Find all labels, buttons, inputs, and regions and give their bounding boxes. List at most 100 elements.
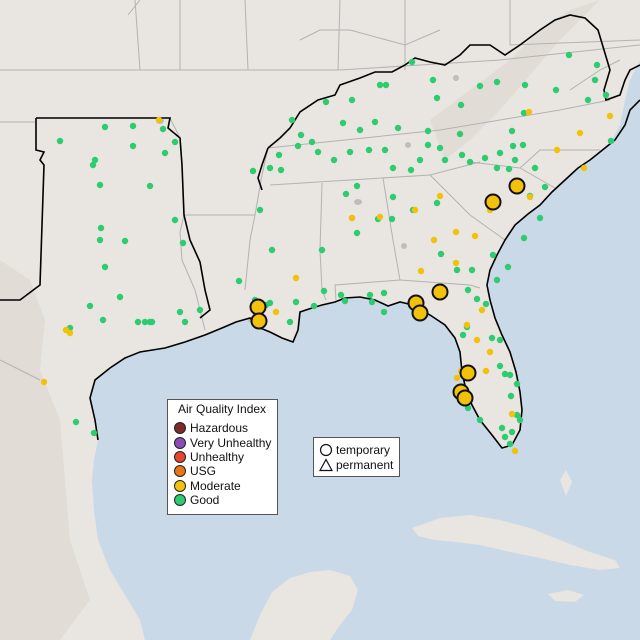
good-site-marker[interactable] — [277, 166, 285, 174]
good-site-marker[interactable] — [424, 127, 432, 135]
good-site-marker[interactable] — [121, 237, 129, 245]
good-site-marker[interactable] — [501, 433, 509, 441]
good-site-marker[interactable] — [286, 318, 294, 326]
moderate-site-marker[interactable] — [155, 116, 163, 124]
good-site-marker[interactable] — [496, 336, 504, 344]
moderate-temporary-marker[interactable] — [484, 193, 502, 211]
good-site-marker[interactable] — [116, 293, 124, 301]
moderate-site-marker[interactable] — [526, 193, 534, 201]
good-site-marker[interactable] — [476, 82, 484, 90]
good-site-marker[interactable] — [275, 151, 283, 159]
moderate-site-marker[interactable] — [478, 306, 486, 314]
good-site-marker[interactable] — [437, 250, 445, 258]
good-site-marker[interactable] — [602, 91, 610, 99]
good-site-marker[interactable] — [292, 298, 300, 306]
moderate-site-marker[interactable] — [376, 213, 384, 221]
good-site-marker[interactable] — [408, 58, 416, 66]
good-site-marker[interactable] — [506, 440, 514, 448]
good-site-marker[interactable] — [90, 429, 98, 437]
good-site-marker[interactable] — [322, 98, 330, 106]
moderate-site-marker[interactable] — [348, 214, 356, 222]
good-site-marker[interactable] — [310, 302, 318, 310]
good-site-marker[interactable] — [146, 182, 154, 190]
good-site-marker[interactable] — [424, 141, 432, 149]
good-site-marker[interactable] — [536, 214, 544, 222]
moderate-site-marker[interactable] — [452, 259, 460, 267]
moderate-site-marker[interactable] — [452, 228, 460, 236]
good-site-marker[interactable] — [433, 94, 441, 102]
good-site-marker[interactable] — [308, 138, 316, 146]
good-site-marker[interactable] — [481, 154, 489, 162]
good-site-marker[interactable] — [235, 277, 243, 285]
good-site-marker[interactable] — [407, 166, 415, 174]
moderate-site-marker[interactable] — [411, 206, 419, 214]
good-site-marker[interactable] — [520, 234, 528, 242]
good-site-marker[interactable] — [459, 331, 467, 339]
good-site-marker[interactable] — [476, 416, 484, 424]
good-site-marker[interactable] — [365, 146, 373, 154]
moderate-temporary-marker[interactable] — [459, 364, 477, 382]
good-site-marker[interactable] — [516, 416, 524, 424]
good-site-marker[interactable] — [436, 144, 444, 152]
good-site-marker[interactable] — [339, 119, 347, 127]
moderate-site-marker[interactable] — [525, 108, 533, 116]
good-site-marker[interactable] — [346, 148, 354, 156]
good-site-marker[interactable] — [366, 291, 374, 299]
good-site-marker[interactable] — [521, 81, 529, 89]
good-site-marker[interactable] — [453, 266, 461, 274]
good-site-marker[interactable] — [565, 51, 573, 59]
good-site-marker[interactable] — [513, 380, 521, 388]
moderate-site-marker[interactable] — [580, 164, 588, 172]
moderate-site-marker[interactable] — [66, 329, 74, 337]
moderate-site-marker[interactable] — [576, 129, 584, 137]
good-site-marker[interactable] — [394, 124, 402, 132]
good-site-marker[interactable] — [531, 164, 539, 172]
moderate-site-marker[interactable] — [453, 374, 461, 382]
good-site-marker[interactable] — [342, 190, 350, 198]
good-site-marker[interactable] — [496, 149, 504, 157]
good-site-marker[interactable] — [496, 362, 504, 370]
moderate-site-marker[interactable] — [482, 367, 490, 375]
good-site-marker[interactable] — [464, 404, 472, 412]
good-site-marker[interactable] — [519, 141, 527, 149]
good-site-marker[interactable] — [505, 165, 513, 173]
good-site-marker[interactable] — [473, 295, 481, 303]
good-site-marker[interactable] — [371, 118, 379, 126]
good-site-marker[interactable] — [380, 308, 388, 316]
good-site-marker[interactable] — [607, 137, 615, 145]
good-site-marker[interactable] — [341, 297, 349, 305]
good-site-marker[interactable] — [86, 302, 94, 310]
moderate-site-marker[interactable] — [463, 321, 471, 329]
good-site-marker[interactable] — [593, 61, 601, 69]
good-site-marker[interactable] — [513, 411, 521, 419]
moderate-site-marker[interactable] — [292, 274, 300, 282]
good-site-marker[interactable] — [433, 199, 441, 207]
moderate-site-marker[interactable] — [40, 378, 48, 386]
moderate-temporary-marker[interactable] — [411, 304, 429, 322]
good-site-marker[interactable] — [488, 334, 496, 342]
good-site-marker[interactable] — [159, 125, 167, 133]
good-site-marker[interactable] — [348, 96, 356, 104]
good-site-marker[interactable] — [356, 126, 364, 134]
good-site-marker[interactable] — [493, 276, 501, 284]
good-site-marker[interactable] — [337, 291, 345, 299]
good-site-marker[interactable] — [511, 156, 519, 164]
good-site-marker[interactable] — [161, 149, 169, 157]
good-site-marker[interactable] — [318, 246, 326, 254]
good-site-marker[interactable] — [179, 239, 187, 247]
good-site-marker[interactable] — [501, 370, 509, 378]
good-site-marker[interactable] — [146, 318, 154, 326]
good-site-marker[interactable] — [493, 164, 501, 172]
good-site-marker[interactable] — [171, 216, 179, 224]
good-site-marker[interactable] — [457, 101, 465, 109]
good-site-marker[interactable] — [441, 156, 449, 164]
good-site-marker[interactable] — [268, 246, 276, 254]
moderate-temporary-marker[interactable] — [250, 312, 268, 330]
good-site-marker[interactable] — [330, 156, 338, 164]
good-site-marker[interactable] — [376, 81, 384, 89]
good-site-marker[interactable] — [134, 318, 142, 326]
moderate-site-marker[interactable] — [473, 336, 481, 344]
good-site-marker[interactable] — [464, 286, 472, 294]
good-site-marker[interactable] — [508, 428, 516, 436]
good-site-marker[interactable] — [552, 86, 560, 94]
